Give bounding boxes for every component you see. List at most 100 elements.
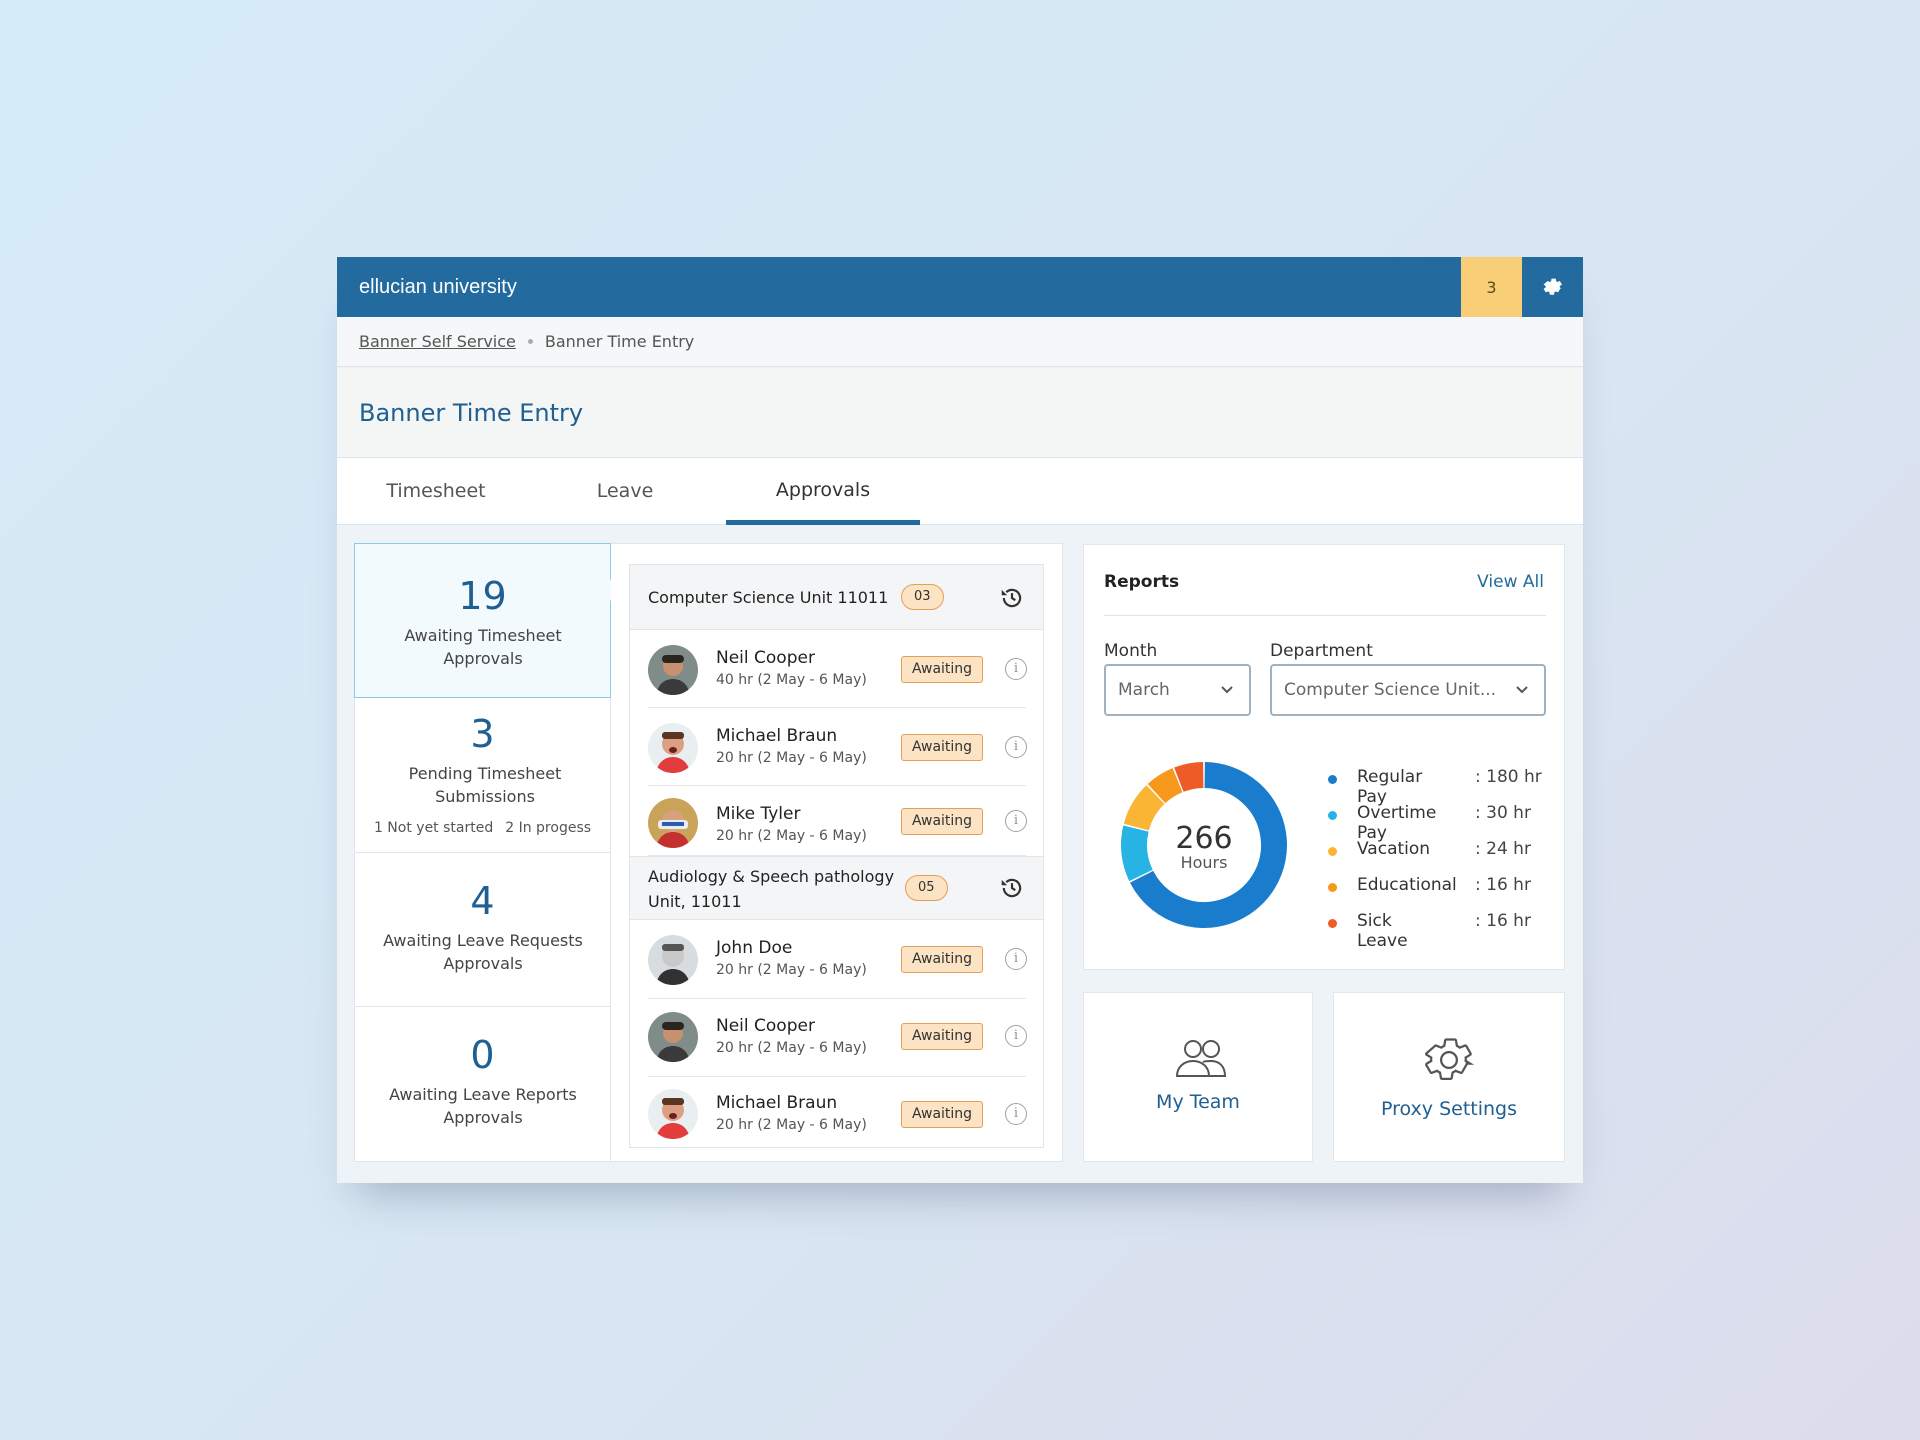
stat-card-leave-reports[interactable]: 0 Awaiting Leave Reports Approvals <box>355 1007 610 1161</box>
donut-slice-overtime-pay <box>1121 825 1153 882</box>
list-item[interactable]: Neil Cooper 20 hr (2 May - 6 May) Awaiti… <box>648 999 1027 1077</box>
my-team-label: My Team <box>1156 1091 1240 1113</box>
stat-label: Pending Timesheet Submissions <box>408 764 562 806</box>
legend-dot <box>1328 811 1337 820</box>
group-title: Computer Science Unit 11011 <box>648 588 889 607</box>
status-badge: Awaiting <box>901 734 984 761</box>
info-icon[interactable]: i <box>1005 1025 1027 1047</box>
settings-button[interactable] <box>1522 257 1583 317</box>
chevron-down-icon <box>1516 686 1528 694</box>
avatar <box>648 723 698 773</box>
list-item[interactable]: Michael Braun 20 hr (2 May - 6 May) Awai… <box>648 1077 1027 1147</box>
my-team-tile[interactable]: My Team <box>1083 992 1313 1162</box>
in-progress-count: 2 In progess <box>505 820 592 836</box>
breadcrumb: Banner Self Service Banner Time Entry <box>337 317 1583 367</box>
group-header: Audiology & Speech pathology Unit, 11011… <box>630 856 1043 920</box>
employee-name: Neil Cooper <box>716 1016 815 1036</box>
status-badge: Awaiting <box>901 1023 984 1050</box>
gear-icon <box>1543 278 1562 295</box>
month-select[interactable]: March <box>1104 664 1251 716</box>
avatar <box>648 1012 698 1062</box>
month-select-value: March <box>1118 680 1170 700</box>
tab-leave[interactable]: Leave <box>596 480 654 502</box>
donut-slice-regular-pay <box>1130 762 1287 928</box>
total-hours-unit: Hours <box>1181 853 1228 872</box>
view-all-link[interactable]: View All <box>1477 572 1544 592</box>
stat-card-pending-submissions[interactable]: 3 Pending Timesheet Submissions 1 Not ye… <box>355 698 610 853</box>
employee-hours: 20 hr (2 May - 6 May) <box>716 1117 867 1133</box>
history-icon[interactable] <box>999 585 1025 611</box>
employee-hours: 20 hr (2 May - 6 May) <box>716 750 867 766</box>
donut-slice-sick-leave <box>1174 762 1204 792</box>
top-bar: ellucian university 3 <box>337 257 1583 317</box>
history-icon[interactable] <box>999 875 1025 901</box>
employee-hours: 20 hr (2 May - 6 May) <box>716 1040 867 1056</box>
legend-dot <box>1328 775 1337 784</box>
stat-card-timesheet-approvals[interactable]: 19 Awaiting Timesheet Approvals <box>354 543 623 698</box>
department-select[interactable]: Computer Science Unit... <box>1270 664 1546 716</box>
group-count-badge: 05 <box>905 875 948 901</box>
donut-slice-educational <box>1147 768 1183 804</box>
employee-hours: 20 hr (2 May - 6 May) <box>716 828 867 844</box>
breadcrumb-link-root[interactable]: Banner Self Service <box>359 332 516 351</box>
employee-hours: 20 hr (2 May - 6 May) <box>716 962 867 978</box>
legend-label: Educational <box>1357 875 1457 895</box>
team-icon <box>1175 1040 1227 1077</box>
info-icon[interactable]: i <box>1005 948 1027 970</box>
proxy-settings-label: Proxy Settings <box>1380 1098 1517 1120</box>
list-item[interactable]: John Doe 20 hr (2 May - 6 May) Awaiting … <box>648 921 1027 999</box>
approvals-list[interactable]: Computer Science Unit 11011 03 Neil Coop… <box>629 564 1044 1148</box>
employee-name: Mike Tyler <box>716 804 801 824</box>
notification-button[interactable]: 3 <box>1461 257 1522 317</box>
legend-label: Regular Pay <box>1357 767 1423 807</box>
info-icon[interactable]: i <box>1005 1103 1027 1125</box>
legend-dot <box>1328 883 1337 892</box>
breadcrumb-separator <box>527 339 533 344</box>
divider <box>1104 615 1546 616</box>
legend-label: Vacation <box>1357 839 1431 859</box>
gear-icon <box>1425 1038 1475 1081</box>
group-title-line: Audiology & Speech pathology <box>648 867 895 886</box>
employee-name: John Doe <box>716 938 793 958</box>
stats-column: 19 Awaiting Timesheet Approvals 3 Pendin… <box>354 543 623 1162</box>
legend-dot <box>1328 919 1337 928</box>
info-icon[interactable]: i <box>1005 810 1027 832</box>
legend-label: Sick Leave <box>1357 911 1408 951</box>
legend-value: : 24 hr <box>1475 839 1531 859</box>
stat-label: Awaiting Leave Reports Approvals <box>389 1085 577 1127</box>
tab-bar: Timesheet Leave Approvals <box>337 458 1583 525</box>
info-icon[interactable]: i <box>1005 658 1027 680</box>
avatar <box>648 645 698 695</box>
month-label: Month <box>1104 641 1158 661</box>
list-item[interactable]: Neil Cooper 40 hr (2 May - 6 May) Awaiti… <box>648 630 1027 708</box>
proxy-settings-tile[interactable]: Proxy Settings <box>1333 992 1565 1162</box>
status-badge: Awaiting <box>901 656 984 683</box>
list-item[interactable]: Mike Tyler 20 hr (2 May - 6 May) Awaitin… <box>648 786 1027 856</box>
department-select-value: Computer Science Unit... <box>1284 680 1497 700</box>
legend-value: : 180 hr <box>1475 767 1542 787</box>
approvals-list-panel: Computer Science Unit 11011 03 Neil Coop… <box>611 543 1063 1162</box>
avatar <box>648 935 698 985</box>
avatar <box>648 1089 698 1139</box>
legend-value: : 16 hr <box>1475 875 1531 895</box>
stat-card-leave-requests[interactable]: 4 Awaiting Leave Requests Approvals <box>355 853 610 1007</box>
list-item[interactable]: Michael Braun 20 hr (2 May - 6 May) Awai… <box>648 708 1027 786</box>
page-title: Banner Time Entry <box>359 399 584 427</box>
total-hours-value: 266 <box>1175 821 1232 856</box>
stat-label: Awaiting Leave Requests Approvals <box>383 931 583 973</box>
legend-value: : 30 hr <box>1475 803 1531 823</box>
tab-approvals[interactable]: Approvals <box>726 458 920 525</box>
donut-slice-vacation <box>1123 785 1165 831</box>
info-icon[interactable]: i <box>1005 736 1027 758</box>
avatar <box>648 798 698 848</box>
employee-hours: 40 hr (2 May - 6 May) <box>716 672 867 688</box>
breadcrumb-current: Banner Time Entry <box>544 332 695 351</box>
stat-sub-breakdown: 1 Not yet started 2 In progess <box>355 820 610 836</box>
group-count-badge: 03 <box>901 584 944 610</box>
brand-name: ellucian university <box>359 276 517 298</box>
hours-donut-chart: 266 Hours <box>1121 762 1287 928</box>
tab-timesheet[interactable]: Timesheet <box>386 480 486 502</box>
legend-dot <box>1328 847 1337 856</box>
group-title-line: Unit, 11011 <box>648 892 742 911</box>
notification-count: 3 <box>1486 277 1497 297</box>
